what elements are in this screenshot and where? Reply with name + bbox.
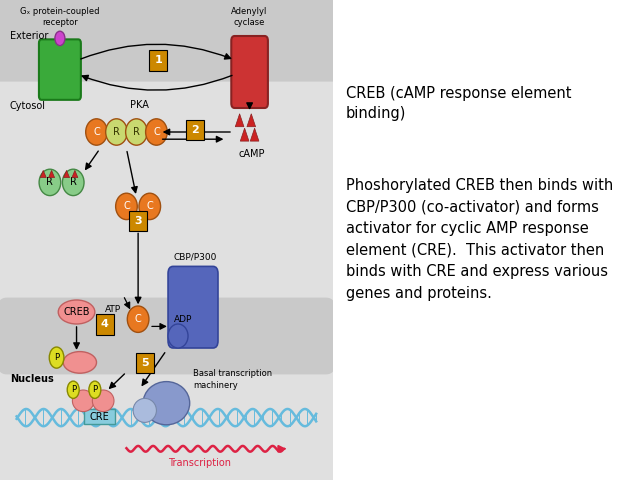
Text: CREB: CREB [63,307,90,317]
FancyBboxPatch shape [96,314,114,335]
Text: Adenylyl
cyclase: Adenylyl cyclase [232,7,268,27]
Polygon shape [247,114,255,127]
Text: CRE: CRE [90,412,109,421]
Ellipse shape [106,119,127,145]
Circle shape [89,381,101,398]
Text: PKA: PKA [131,100,149,110]
Text: ATP: ATP [105,305,121,314]
Polygon shape [40,170,46,178]
Polygon shape [250,128,259,141]
Ellipse shape [39,169,61,196]
Ellipse shape [58,300,95,324]
Text: Phoshorylated CREB then binds with
CBP/P300 (co-activator) and forms
activator f: Phoshorylated CREB then binds with CBP/P… [346,178,613,300]
FancyBboxPatch shape [0,0,333,480]
Ellipse shape [72,390,94,412]
Text: Exterior: Exterior [10,31,49,41]
FancyBboxPatch shape [168,266,218,348]
Text: 5: 5 [141,358,148,368]
Polygon shape [240,128,249,141]
Text: cAMP: cAMP [238,149,264,159]
Text: Transcription: Transcription [168,458,231,468]
Text: Cytosol: Cytosol [10,101,46,110]
Text: Nucleus: Nucleus [10,374,54,384]
Text: 1: 1 [154,56,162,65]
Ellipse shape [133,398,156,422]
Polygon shape [63,170,70,178]
Ellipse shape [139,193,161,219]
Text: Gₓ protein-coupled
receptor: Gₓ protein-coupled receptor [20,7,100,27]
FancyBboxPatch shape [231,36,268,108]
Text: R: R [133,127,140,137]
Text: P: P [70,385,76,394]
FancyBboxPatch shape [0,298,336,374]
Text: C: C [135,314,141,324]
Text: R: R [70,178,77,187]
Ellipse shape [63,351,97,373]
FancyBboxPatch shape [136,353,154,373]
Text: P: P [54,353,59,362]
FancyBboxPatch shape [149,50,167,71]
Ellipse shape [143,382,189,425]
Text: 3: 3 [134,216,142,226]
Circle shape [55,31,65,46]
Text: ADP: ADP [174,315,192,324]
Ellipse shape [125,119,147,145]
Ellipse shape [116,193,138,219]
FancyBboxPatch shape [186,120,204,140]
Circle shape [49,347,64,368]
Text: CBP/P300: CBP/P300 [173,252,216,262]
FancyBboxPatch shape [39,39,81,100]
Text: R: R [113,127,120,137]
Text: C: C [153,127,160,137]
Ellipse shape [168,324,188,348]
Text: P: P [92,385,97,394]
Polygon shape [236,114,244,127]
Text: C: C [147,202,153,211]
Polygon shape [72,170,78,178]
Ellipse shape [92,390,114,412]
Text: R: R [47,178,53,187]
Ellipse shape [86,119,108,145]
Ellipse shape [127,306,149,332]
FancyBboxPatch shape [0,0,343,82]
Text: 2: 2 [191,125,198,135]
FancyBboxPatch shape [129,211,147,231]
Ellipse shape [63,169,84,196]
Text: C: C [123,202,130,211]
Text: Basal transcription
machinery: Basal transcription machinery [193,369,272,390]
Ellipse shape [146,119,167,145]
Text: C: C [93,127,100,137]
Text: 4: 4 [101,320,109,329]
Circle shape [67,381,79,398]
Text: CREB (cAMP response element
binding): CREB (cAMP response element binding) [346,86,571,121]
Polygon shape [49,170,54,178]
FancyBboxPatch shape [84,409,115,424]
